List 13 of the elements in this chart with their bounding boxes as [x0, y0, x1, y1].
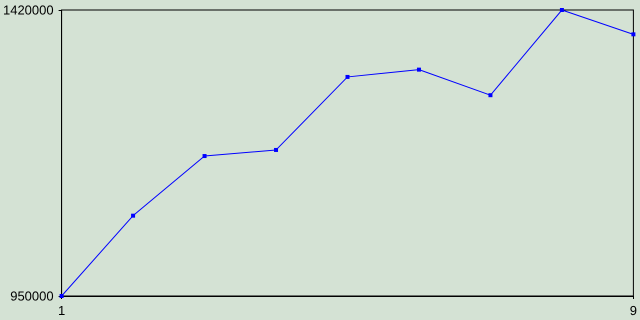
point	[202, 154, 207, 158]
point	[274, 148, 278, 152]
point	[345, 74, 350, 79]
x-tick-label: 1	[58, 303, 66, 318]
x-tick-label: 9	[630, 303, 637, 318]
point	[416, 68, 421, 72]
point	[631, 32, 636, 36]
point	[560, 8, 564, 12]
point	[131, 214, 136, 218]
y-tick-label: 1420000	[2, 2, 54, 18]
line-series	[60, 8, 636, 298]
point	[488, 93, 492, 98]
y-tick-label: 950000	[10, 288, 54, 304]
